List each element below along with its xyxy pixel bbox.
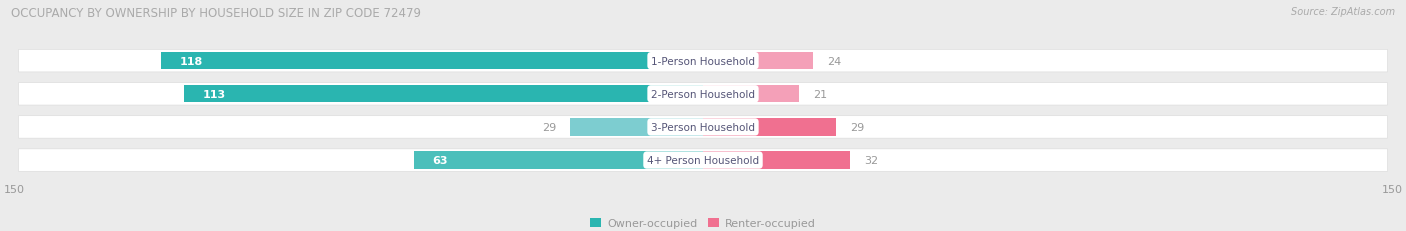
FancyBboxPatch shape bbox=[18, 149, 1388, 172]
Text: 29: 29 bbox=[541, 122, 555, 132]
Text: 21: 21 bbox=[813, 89, 827, 99]
Text: 1-Person Household: 1-Person Household bbox=[651, 56, 755, 66]
Bar bbox=[703, 53, 813, 70]
Bar bbox=[703, 86, 800, 103]
Text: 118: 118 bbox=[180, 56, 202, 66]
Text: 113: 113 bbox=[202, 89, 225, 99]
Bar bbox=[162, 53, 703, 70]
Text: 2-Person Household: 2-Person Household bbox=[651, 89, 755, 99]
Text: 4+ Person Household: 4+ Person Household bbox=[647, 155, 759, 165]
FancyBboxPatch shape bbox=[18, 50, 1388, 73]
Bar bbox=[413, 152, 703, 169]
FancyBboxPatch shape bbox=[18, 83, 1388, 106]
Bar bbox=[703, 119, 837, 136]
Text: 24: 24 bbox=[827, 56, 841, 66]
Bar bbox=[703, 152, 851, 169]
Bar bbox=[569, 119, 703, 136]
Legend: Owner-occupied, Renter-occupied: Owner-occupied, Renter-occupied bbox=[586, 214, 820, 231]
Text: 3-Person Household: 3-Person Household bbox=[651, 122, 755, 132]
Text: 63: 63 bbox=[432, 155, 447, 165]
Text: 32: 32 bbox=[863, 155, 877, 165]
Text: OCCUPANCY BY OWNERSHIP BY HOUSEHOLD SIZE IN ZIP CODE 72479: OCCUPANCY BY OWNERSHIP BY HOUSEHOLD SIZE… bbox=[11, 7, 422, 20]
FancyBboxPatch shape bbox=[18, 116, 1388, 139]
Text: 29: 29 bbox=[851, 122, 865, 132]
Text: Source: ZipAtlas.com: Source: ZipAtlas.com bbox=[1291, 7, 1395, 17]
Bar bbox=[184, 86, 703, 103]
